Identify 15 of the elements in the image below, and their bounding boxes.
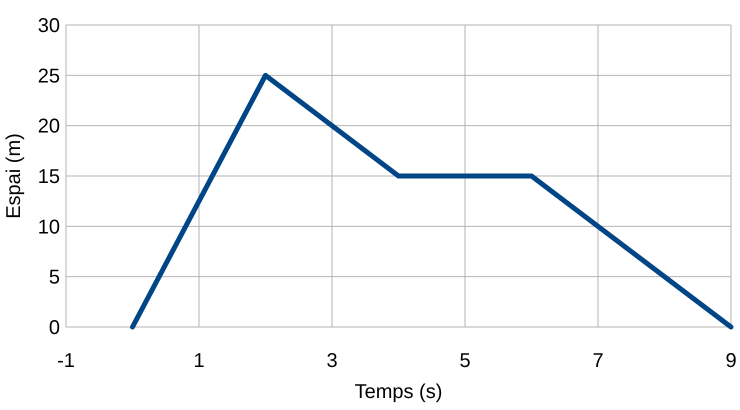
y-tick-label: 25 — [38, 65, 60, 88]
x-tick-label: -1 — [57, 350, 75, 372]
x-tick-label: 5 — [459, 350, 471, 372]
y-tick-label: 20 — [38, 116, 60, 138]
y-tick-label: 0 — [48, 317, 60, 339]
y-tick-label: 5 — [48, 266, 60, 289]
x-axis-title: Temps (s) — [354, 381, 442, 403]
y-tick-label: 15 — [38, 166, 60, 188]
y-tick-label: 10 — [38, 216, 60, 238]
x-tick-label: 3 — [326, 350, 338, 372]
y-tick-label: 30 — [38, 15, 60, 37]
x-tick-label: 9 — [725, 350, 737, 372]
x-tick-label: 1 — [193, 350, 205, 372]
x-tick-label: 7 — [592, 350, 604, 372]
y-axis-title: Espai (m) — [3, 133, 25, 219]
